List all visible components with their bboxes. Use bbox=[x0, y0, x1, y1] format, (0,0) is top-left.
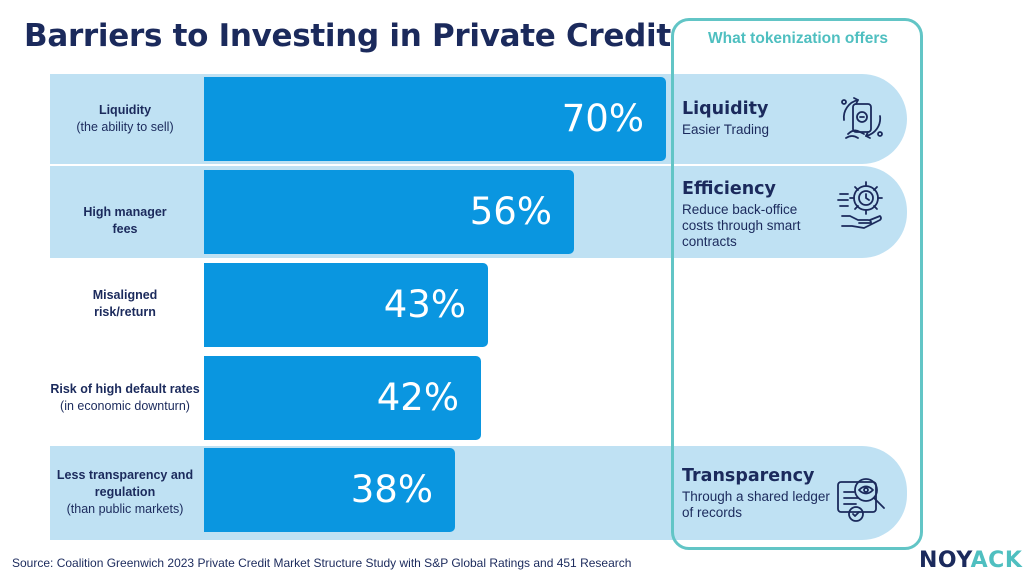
offer-description: Through a shared ledger of records bbox=[682, 489, 830, 520]
offer-name: Efficiency bbox=[682, 179, 776, 199]
phone-exchange-icon bbox=[841, 97, 883, 139]
category-label: High manager fees bbox=[50, 186, 200, 256]
offer-liquidity: Liquidity Easier Trading bbox=[682, 98, 832, 138]
magnifier-eye-document-icon bbox=[837, 478, 885, 522]
category-label-bold: Liquidity bbox=[98, 103, 152, 117]
category-label-bold: Risk of high default rates bbox=[50, 382, 200, 396]
bar bbox=[204, 77, 666, 161]
bar bbox=[204, 448, 455, 532]
category-label-detail: (in economic downturn) bbox=[60, 399, 190, 413]
offer-description: Easier Trading bbox=[682, 122, 770, 137]
category-label: Misaligned risk/return bbox=[50, 266, 200, 342]
row-highlight-transparency bbox=[50, 446, 907, 540]
bar-value-label: 38% bbox=[350, 468, 433, 511]
bar-value-label: 43% bbox=[383, 283, 466, 326]
bar bbox=[204, 356, 481, 440]
offer-description: Reduce back-office costs through smart c… bbox=[682, 202, 801, 249]
bar-value-label: 56% bbox=[469, 190, 552, 233]
offer-name: Transparency bbox=[682, 466, 815, 486]
chart-title: Barriers to Investing in Private Credit bbox=[24, 18, 671, 54]
bar bbox=[204, 170, 574, 254]
category-label-detail: (than public markets) bbox=[66, 501, 184, 516]
bar-value-label: 70% bbox=[561, 97, 644, 140]
category-label: Liquidity (the ability to sell) bbox=[50, 84, 200, 154]
offer-efficiency: Efficiency Reduce back-office costs thro… bbox=[682, 178, 832, 250]
category-label-bold: High manager fees bbox=[83, 205, 167, 236]
offer-name: Liquidity bbox=[682, 99, 769, 119]
bar-value-label: 42% bbox=[376, 376, 459, 419]
noyack-logo: NOYACK bbox=[919, 548, 1023, 573]
bar bbox=[204, 263, 488, 347]
tokenization-frame bbox=[671, 18, 923, 550]
category-label: Risk of high default rates (in economic … bbox=[50, 360, 200, 436]
category-label-bold: Less transparency and regulation bbox=[56, 467, 194, 499]
offer-transparency: Transparency Through a shared ledger of … bbox=[682, 465, 832, 521]
category-label-bold: Misaligned risk/return bbox=[92, 288, 158, 319]
category-label: Less transparency and regulation (than p… bbox=[50, 452, 200, 532]
category-label-detail: (the ability to sell) bbox=[76, 120, 174, 134]
source-note: Source: Coalition Greenwich 2023 Private… bbox=[12, 556, 632, 570]
tokenization-heading: What tokenization offers bbox=[708, 30, 888, 47]
gear-clock-hand-icon bbox=[837, 181, 883, 229]
